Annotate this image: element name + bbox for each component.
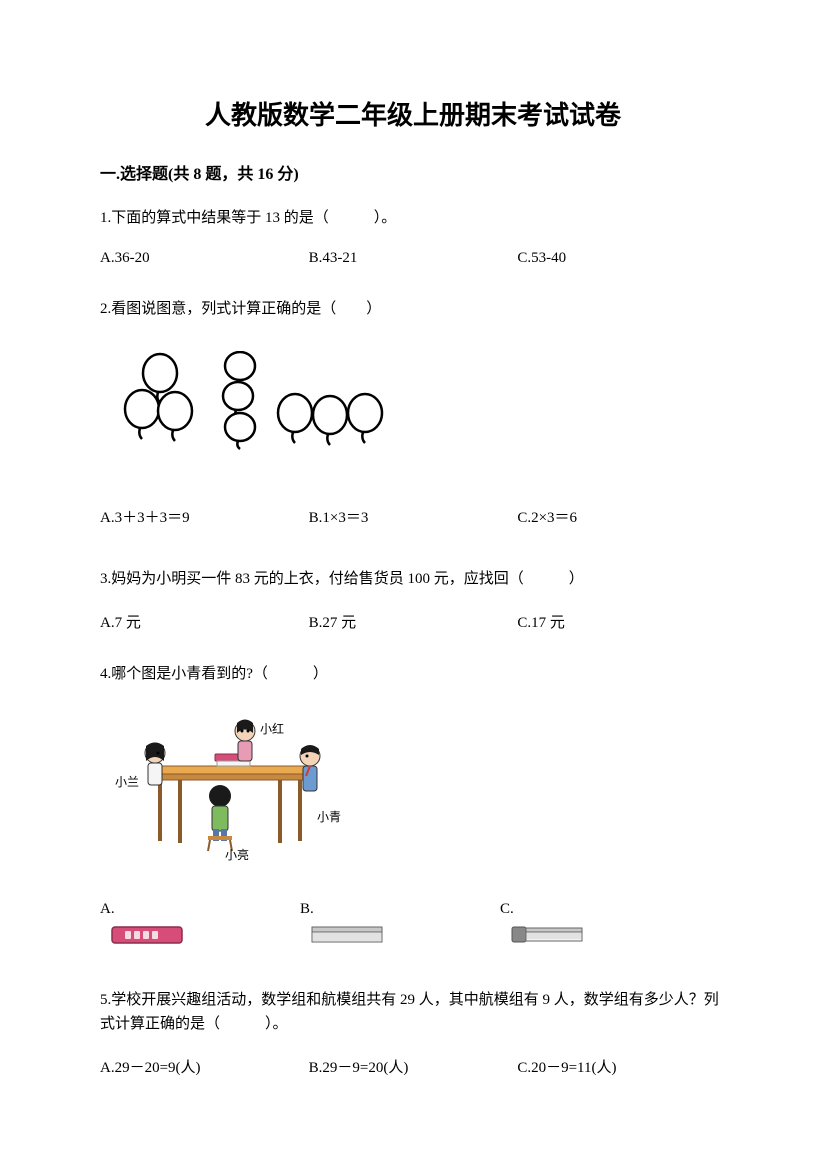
label-xiaoliang: 小亮	[225, 847, 249, 862]
q4-option-b: B.	[300, 901, 500, 953]
section-header: 一.选择题(共 8 题，共 16 分)	[100, 160, 726, 184]
q5-option-a: A.29－20=9(人)	[100, 1056, 309, 1077]
q2-figure	[120, 351, 726, 471]
q4-option-a: A.	[100, 901, 300, 953]
q5-option-b: B.29－9=20(人)	[309, 1056, 518, 1077]
q2-options: A.3＋3＋3＝9 B.1×3＝3 C.2×3＝6	[100, 506, 726, 527]
q1-option-b: B.43-21	[309, 250, 518, 267]
q3-option-b: B.27 元	[309, 611, 518, 632]
q1-text: 1.下面的算式中结果等于 13 的是（ ）。	[100, 206, 726, 230]
q2-text: 2.看图说图意，列式计算正确的是（ ）	[100, 297, 726, 321]
page-title: 人教版数学二年级上册期末考试试卷	[100, 95, 726, 132]
q5-text: 5.学校开展兴趣组活动，数学组和航模组共有 29 人，其中航模组有 9 人，数学…	[100, 988, 726, 1036]
q3-text: 3.妈妈为小明买一件 83 元的上衣，付给售货员 100 元，应找回（ ）	[100, 567, 726, 591]
q4-figure: 小红 小兰 小青 小亮	[110, 711, 726, 871]
label-xiaolan: 小兰	[115, 775, 139, 789]
q4-options: A. B. C.	[100, 901, 726, 953]
q5-options: A.29－20=9(人) B.29－9=20(人) C.20－9=11(人)	[100, 1056, 726, 1077]
q2-option-a: A.3＋3＋3＝9	[100, 506, 309, 527]
q1-option-a: A.36-20	[100, 250, 309, 267]
q1-options: A.36-20 B.43-21 C.53-40	[100, 250, 726, 267]
q1-option-c: C.53-40	[517, 250, 726, 267]
q2-option-c: C.2×3＝6	[517, 506, 726, 527]
label-xiaohong: 小红	[260, 721, 284, 736]
q4-text: 4.哪个图是小青看到的?（ ）	[100, 662, 726, 686]
q4-option-c: C.	[500, 901, 700, 953]
q3-options: A.7 元 B.27 元 C.17 元	[100, 611, 726, 632]
q3-option-a: A.7 元	[100, 611, 309, 632]
q2-option-b: B.1×3＝3	[309, 506, 518, 527]
q5-option-c: C.20－9=11(人)	[517, 1056, 726, 1077]
label-xiaoqing: 小青	[317, 810, 341, 824]
q3-option-c: C.17 元	[517, 611, 726, 632]
